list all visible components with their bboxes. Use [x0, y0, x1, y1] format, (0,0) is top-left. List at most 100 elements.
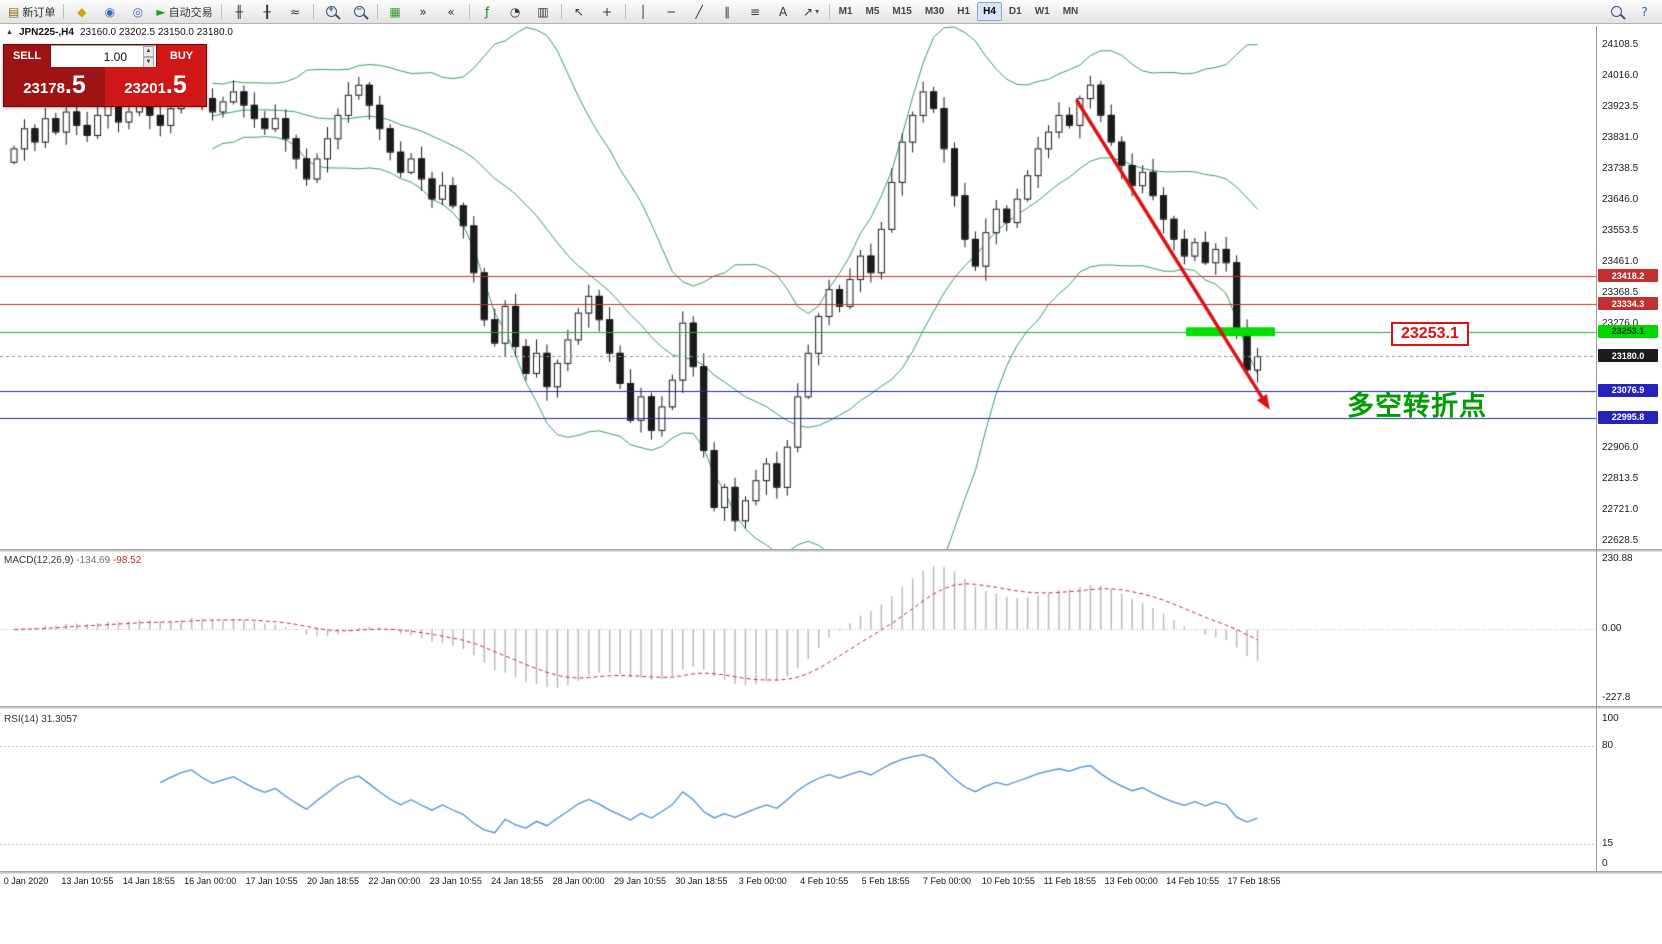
volume-stepper[interactable]: 1.00 ▲ ▼	[51, 45, 156, 68]
new-order-button[interactable]: ▤ 新订单	[4, 1, 59, 22]
timeframe-d1[interactable]: D1	[1008, 6, 1022, 17]
horizontal-line-icon: ─	[667, 4, 675, 19]
price-scale-label: 23923.5	[1602, 101, 1639, 112]
crosshair-icon[interactable]: +	[594, 1, 621, 22]
timeframe-h4[interactable]: H4	[977, 2, 1002, 21]
timeframe-toolbar: M1 M5 M15 M30 H1 H4 D1 W1 MN	[833, 2, 1085, 21]
panel-separator[interactable]	[0, 706, 1662, 709]
timeframe-w1[interactable]: W1	[1034, 6, 1050, 17]
time-axis-label: 14 Jan 18:55	[122, 876, 175, 886]
sell-price-frac: .5	[64, 71, 86, 99]
timeframe-h1[interactable]: H1	[957, 6, 971, 17]
price-scale-label: 22906.0	[1602, 442, 1639, 453]
line-chart-icon[interactable]: ≈	[282, 1, 309, 22]
toolbar-separator	[828, 4, 830, 19]
macd-value-signal: -98.52	[112, 555, 142, 566]
bar-chart-icon: ╫	[235, 4, 243, 19]
navigator-icon[interactable]: ◎	[124, 1, 151, 22]
toolbar-right: ?	[1603, 1, 1658, 22]
channel-icon[interactable]: ∥	[714, 1, 741, 22]
arrow-objects-icon[interactable]: ↗ ▾	[798, 1, 825, 22]
bar-chart-icon[interactable]: ╫	[226, 1, 253, 22]
chart-shift-icon[interactable]: «	[438, 1, 465, 22]
price-tag[interactable]: 22995.8	[1598, 410, 1658, 424]
tile-windows-icon[interactable]: ▦	[382, 1, 409, 22]
sell-button[interactable]: SELL	[4, 45, 51, 67]
timeframe-m15[interactable]: M15	[892, 6, 912, 17]
timeframe-m30[interactable]: M30	[924, 6, 945, 17]
text-icon[interactable]: A	[770, 1, 797, 22]
price-tag[interactable]: 23418.2	[1598, 269, 1658, 283]
trendline-icon[interactable]: ╱	[686, 1, 713, 22]
time-axis-label: 16 Jan 00:00	[184, 876, 237, 886]
timeframe-mn[interactable]: MN	[1062, 6, 1079, 17]
price-scale-label: 24016.0	[1602, 70, 1639, 81]
vertical-line-icon[interactable]: │	[630, 1, 657, 22]
one-click-trading-panel: SELL 1.00 ▲ ▼ BUY 23178.5 23201.5	[3, 44, 207, 107]
autotrading-button[interactable]: ► 自动交易	[152, 1, 216, 22]
rsi-label: RSI(14) 31.3057	[4, 714, 77, 725]
time-axis-label: 11 Feb 18:55	[1043, 876, 1096, 886]
rsi-scale-label: 15	[1602, 837, 1614, 849]
text-icon: A	[778, 4, 788, 19]
zoom-out-icon[interactable]: −	[346, 1, 373, 22]
price-tag[interactable]: 23180.0	[1598, 349, 1658, 363]
price-tag[interactable]: 23334.3	[1598, 297, 1658, 311]
channel-icon: ∥	[724, 4, 731, 19]
toolbar-separator	[560, 4, 562, 19]
periods-icon[interactable]: ◔	[502, 1, 529, 22]
market-watch-icon[interactable]: ◉	[96, 1, 123, 22]
price-tag[interactable]: 23253.1	[1598, 324, 1658, 338]
time-axis-label: 0 Jan 2020	[3, 876, 49, 886]
buy-button[interactable]: BUY	[156, 45, 206, 67]
templates-icon: ▥	[537, 4, 549, 19]
candlestick-chart-icon[interactable]: ╂	[254, 1, 281, 22]
time-axis-label: 3 Feb 00:00	[738, 876, 787, 886]
rsi-scale-label: 0	[1602, 858, 1608, 869]
volume-down-icon[interactable]: ▼	[143, 56, 154, 68]
price-annotation-box[interactable]: 23253.1	[1391, 322, 1469, 346]
tile-windows-icon: ▦	[389, 4, 401, 19]
price-scale-label: 23276.0	[1602, 318, 1639, 329]
sell-price[interactable]: 23178.5	[4, 67, 105, 106]
buy-price[interactable]: 23201.5	[105, 67, 206, 106]
cursor-icon[interactable]: ↖	[566, 1, 593, 22]
chart-collapse-icon[interactable]: ▲	[6, 29, 13, 36]
line-chart-icon: ≈	[290, 4, 301, 19]
panel-separator[interactable]	[0, 871, 1662, 874]
macd-title: MACD(12,26,9)	[4, 555, 74, 566]
toolbar-icons: ▤ 新订单 ◆ ◉ ◎ ► 自动交易 ╫ ╂ ≈ + − ▦ » « ƒ ◔ ▥ ↖ + │ ─ ╱ ∥ ≡ A ↗ ▾	[4, 1, 833, 22]
rsi-scale-label: 100	[1602, 713, 1619, 724]
toolbar: ▤ 新订单 ◆ ◉ ◎ ► 自动交易 ╫ ╂ ≈ + − ▦» «ƒ ◔ ▥ ↖ + │ ─ ╱ ∥ ≡ A ↗ ▾ M1 M5 M1…	[0, 0, 1662, 24]
time-axis-label: 28 Jan 00:00	[552, 876, 605, 886]
templates-icon[interactable]: ▥	[530, 1, 557, 22]
macd-scale-label: -227.8	[1602, 692, 1631, 703]
zoom-in-icon[interactable]: +	[318, 1, 345, 22]
price-tag[interactable]: 23076.9	[1598, 383, 1658, 397]
trendline-icon: ╱	[695, 4, 703, 19]
auto-scroll-icon[interactable]: »	[410, 1, 437, 22]
crosshair-icon: +	[602, 4, 613, 19]
rsi-value: 31.3057	[41, 714, 78, 725]
indicators-icon[interactable]: ƒ	[474, 1, 501, 22]
timeframe-m5[interactable]: M5	[865, 6, 880, 17]
price-scale-label: 22813.5	[1602, 473, 1639, 484]
panel-separator[interactable]	[0, 549, 1662, 552]
cursor-icon: ↖	[574, 4, 585, 19]
profiles-icon[interactable]: ◆	[68, 1, 95, 22]
help-icon: ?	[1641, 4, 1648, 19]
time-axis-label: 13 Feb 00:00	[1104, 876, 1158, 886]
market-watch-icon: ◉	[104, 4, 116, 19]
time-axis-label: 7 Feb 00:00	[922, 876, 972, 886]
help-icon[interactable]: ?	[1631, 1, 1658, 22]
timeframe-m1[interactable]: M1	[838, 6, 853, 17]
fibonacci-icon: ≡	[750, 4, 761, 19]
horizontal-line-icon[interactable]: ─	[658, 1, 685, 22]
auto-scroll-icon: »	[419, 4, 427, 19]
volume-up-icon[interactable]: ▲	[143, 45, 154, 57]
search-icon[interactable]	[1603, 1, 1630, 22]
volume-value: 1.00	[103, 49, 127, 64]
time-axis-label: 23 Jan 10:55	[429, 876, 482, 886]
fibonacci-icon[interactable]: ≡	[742, 1, 769, 22]
